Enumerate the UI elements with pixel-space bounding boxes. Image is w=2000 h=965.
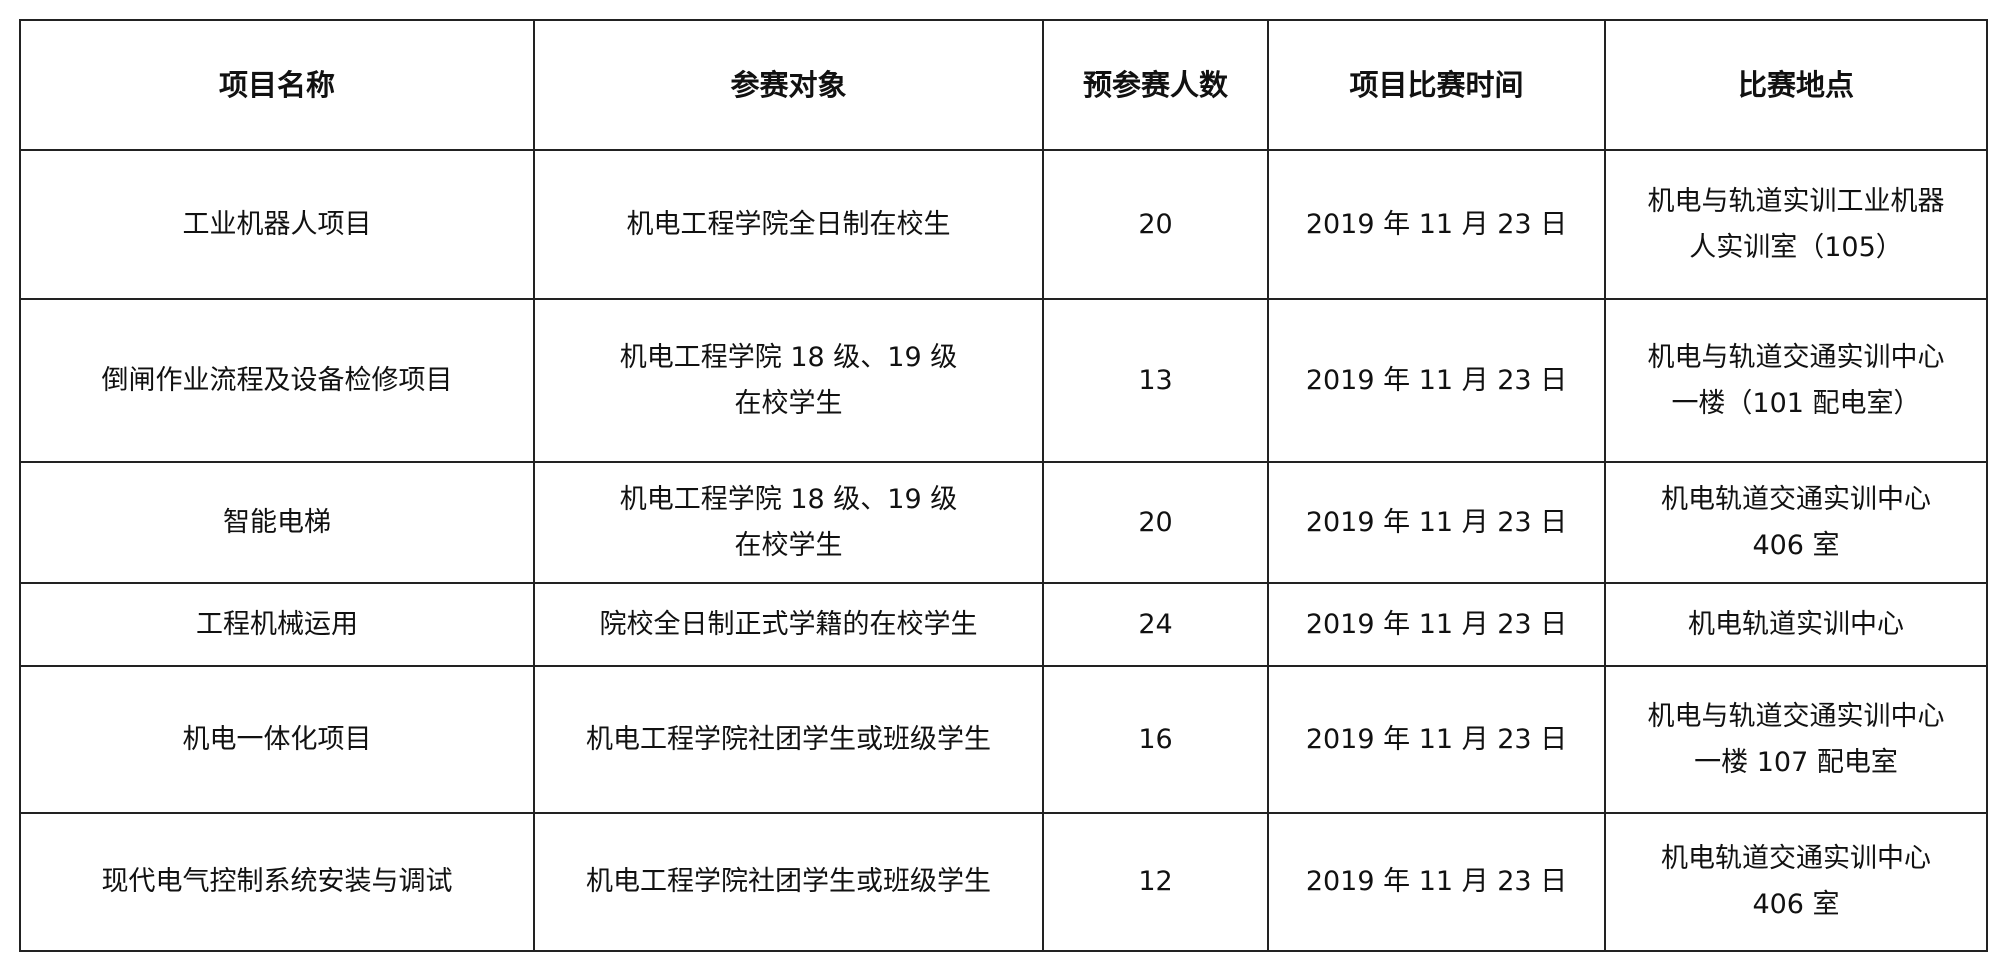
competition-table: 项目名称 参赛对象 预参赛人数 项目比赛时间 比赛地点 工业机器人项目 机电工程学… [19, 19, 1988, 952]
participants-cell-line: 在校学生 [734, 529, 843, 561]
participants-cell: 机电工程学院社团学生或班级学生 [533, 665, 1044, 814]
table-row: 工业机器人项目 机电工程学院全日制在校生 20 2019 年 11 月 23 日机电与… [19, 149, 1988, 300]
project-name-cell: 工程机械运用 [19, 582, 535, 667]
count-cell: 20 [1042, 461, 1269, 584]
time-cell: 2019 年 11 月 23 日 [1267, 665, 1606, 814]
location-cell-line: 机电与轨道实训工业机器 [1647, 185, 1945, 217]
count-cell: 24 [1042, 582, 1269, 667]
location-cell: 机电轨道实训中心 [1604, 582, 1988, 667]
participants-cell: 机电工程学院 18 级、19 级在校学生 [533, 461, 1044, 584]
location-cell: 机电轨道交通实训中心 406 室 [1604, 461, 1988, 584]
location-cell: 机电与轨道交通实训中心 一楼 107 配电室 [1604, 665, 1988, 814]
location-cell-line: 机电轨道交通实训中心 [1661, 483, 1931, 515]
time-cell: 2019 年 11 月 23 日 [1267, 812, 1606, 952]
project-name-cell: 机电一体化项目 [19, 665, 535, 814]
participants-cell-line: 机电工程学院 18 级、19 级 [619, 483, 958, 515]
participants-cell: 院校全日制正式学籍的在校学生 [533, 582, 1044, 667]
location-cell: 机电轨道交通实训中心 406 室 [1604, 812, 1988, 952]
location-cell-line: 一楼 107 配电室 [1694, 746, 1898, 778]
participants-cell-line: 机电工程学院社团学生或班级学生 [586, 866, 991, 897]
header-project-name: 项目名称 [19, 19, 535, 151]
count-cell: 13 [1042, 298, 1269, 463]
time-cell: 2019 年 11 月 23 日 [1267, 582, 1606, 667]
header-time: 项目比赛时间 [1267, 19, 1606, 151]
participants-cell: 机电工程学院全日制在校生 [533, 149, 1044, 300]
table-row: 机电一体化项目 机电工程学院社团学生或班级学生 16 2019 年 11 月 23 日… [19, 665, 1988, 814]
project-name-cell: 智能电梯 [19, 461, 535, 584]
participants-cell-line: 院校全日制正式学籍的在校学生 [599, 608, 978, 640]
participants-cell-line: 在校学生 [734, 387, 843, 419]
location-cell-line: 机电轨道实训中心 [1688, 608, 1904, 640]
location-cell-line: 机电与轨道交通实训中心 [1647, 700, 1945, 732]
location-cell-line: 一楼（101 配电室） [1671, 387, 1921, 419]
header-row: 项目名称 参赛对象 预参赛人数 项目比赛时间 比赛地点 [19, 19, 1988, 151]
table-row: 智能电梯 机电工程学院 18 级、19 级在校学生 20 2019 年 11 月 23… [19, 461, 1988, 584]
location-cell: 机电与轨道交通实训中心 一楼（101 配电室） [1604, 298, 1988, 463]
location-cell-line: 人实训室（105） [1689, 231, 1903, 263]
location-cell-line: 406 室 [1752, 889, 1840, 920]
participants-cell-line: 机电工程学院社团学生或班级学生 [586, 723, 991, 755]
participants-cell-line: 机电工程学院全日制在校生 [626, 208, 951, 240]
project-name-cell: 现代电气控制系统安装与调试 [19, 812, 535, 952]
location-cell-line: 机电与轨道交通实训中心 [1647, 341, 1945, 373]
project-name-cell: 工业机器人项目 [19, 149, 535, 300]
participants-cell: 机电工程学院社团学生或班级学生 [533, 812, 1044, 952]
header-participants: 参赛对象 [533, 19, 1044, 151]
count-cell: 12 [1042, 812, 1269, 952]
count-cell: 20 [1042, 149, 1269, 300]
participants-cell: 机电工程学院 18 级、19 级在校学生 [533, 298, 1044, 463]
table-row: 工程机械运用 院校全日制正式学籍的在校学生 24 2019 年 11 月 23 日 机电… [19, 582, 1988, 667]
location-cell: 机电与轨道实训工业机器 人实训室（105） [1604, 149, 1988, 300]
time-cell: 2019 年 11 月 23 日 [1267, 298, 1606, 463]
project-name-cell: 倒闸作业流程及设备检修项目 [19, 298, 535, 463]
time-cell: 2019 年 11 月 23 日 [1267, 461, 1606, 584]
participants-cell-line: 机电工程学院 18 级、19 级 [619, 341, 958, 373]
table-row: 现代电气控制系统安装与调试 机电工程学院社团学生或班级学生 12 2019 年 11 … [19, 812, 1988, 952]
time-cell: 2019 年 11 月 23 日 [1267, 149, 1606, 300]
table-row: 倒闸作业流程及设备检修项目 机电工程学院 18 级、19 级在校学生 13 2019 … [19, 298, 1988, 463]
header-location: 比赛地点 [1604, 19, 1988, 151]
header-count: 预参赛人数 [1042, 19, 1269, 151]
location-cell-line: 406 室 [1752, 529, 1840, 561]
count-cell: 16 [1042, 665, 1269, 814]
location-cell-line: 机电轨道交通实训中心 [1661, 843, 1931, 874]
